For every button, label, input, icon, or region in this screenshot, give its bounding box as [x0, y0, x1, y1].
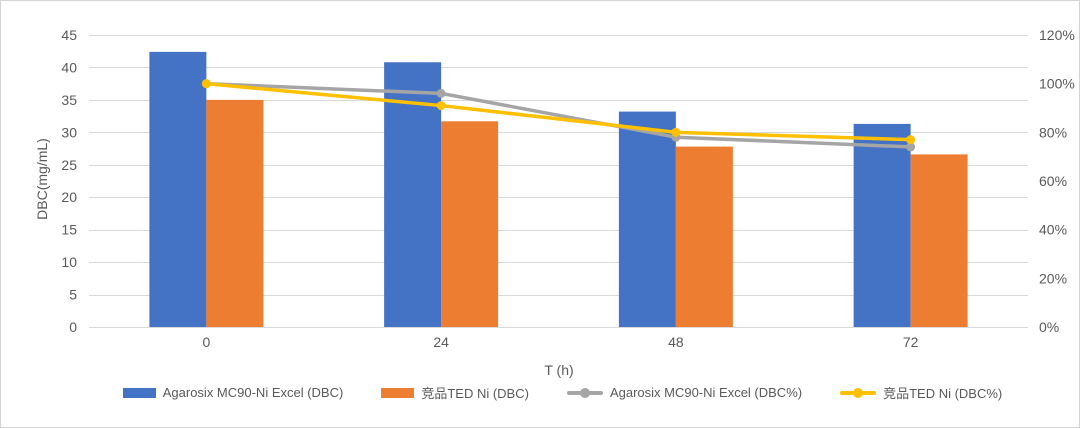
bar-series1-cat2 [675, 146, 733, 327]
y-right-tick-label: 80% [1039, 124, 1067, 140]
line-marker-series1-cat2 [671, 127, 681, 137]
legend-bar-swatch [122, 387, 156, 398]
bar-series0-cat2 [618, 111, 676, 328]
x-axis-tick-label: 0 [202, 334, 210, 350]
legend-bar-swatch [381, 387, 415, 398]
line-marker-series1-cat3 [906, 135, 916, 145]
legend-line-marker-icon [579, 387, 590, 398]
y-left-tick-label: 40 [61, 59, 77, 75]
y-left-tick-label: 30 [61, 124, 77, 140]
bar-series1-cat1 [441, 121, 499, 328]
legend-item-agarosix-dbc-pct: Agarosix MC90-Ni Excel (DBC%) [566, 385, 803, 400]
line-marker-series1-cat1 [436, 101, 446, 111]
y-right-tick-label: 0% [1039, 319, 1059, 335]
y-right-tick-label: 60% [1039, 173, 1067, 189]
x-axis-title: T (h) [544, 362, 574, 378]
x-axis-tick-label: 24 [433, 334, 449, 350]
y-left-tick-label: 15 [61, 222, 77, 238]
line-marker-series1-cat0 [201, 79, 211, 89]
line-series0 [204, 81, 913, 149]
legend-line-swatch [840, 387, 877, 398]
y-left-tick-label: 0 [69, 319, 77, 335]
y-left-tick-label: 5 [69, 287, 77, 303]
line-marker-series0-cat1 [436, 88, 446, 98]
y-axis-title: DBC(mg/mL) [34, 138, 50, 220]
bar-series1-cat3 [910, 154, 968, 327]
legend-label: Agarosix MC90-Ni Excel (DBC%) [609, 385, 803, 400]
line-series1 [204, 81, 913, 142]
legend-item-agarosix-dbc: Agarosix MC90-Ni Excel (DBC) [122, 385, 344, 400]
legend-label: 竞品TED Ni (DBC%) [883, 386, 1003, 401]
y-left-tick-label: 10 [61, 254, 77, 270]
y-right-tick-label: 40% [1039, 222, 1067, 238]
bar-series1-cat0 [206, 99, 264, 327]
legend-item-competitor-dbc: 竞品TED Ni (DBC) [381, 383, 529, 402]
y-right-tick-label: 100% [1039, 76, 1075, 92]
bar-series0-cat0 [149, 51, 207, 327]
legend-line-swatch [566, 387, 603, 398]
legend-label: Agarosix MC90-Ni Excel (DBC) [162, 385, 344, 400]
y-left-tick-label: 20 [61, 189, 77, 205]
x-axis-tick-label: 72 [903, 334, 919, 350]
y-left-tick-label: 35 [61, 92, 77, 108]
y-right-tick-label: 120% [1039, 27, 1075, 43]
x-axis-tick-label: 48 [668, 334, 684, 350]
bar-series0-cat3 [853, 123, 911, 327]
y-right-tick-label: 20% [1039, 270, 1067, 286]
y-left-tick-label: 45 [61, 27, 77, 43]
legend-line-marker-icon [853, 387, 864, 398]
line-marker-series0-cat3 [906, 142, 916, 152]
chart-legend: Agarosix MC90-Ni Excel (DBC) 竞品TED Ni (D… [1, 383, 1079, 402]
legend-label: 竞品TED Ni (DBC) [421, 386, 529, 401]
legend-item-competitor-dbc-pct: 竞品TED Ni (DBC%) [840, 383, 1002, 402]
y-left-tick-label: 25 [61, 157, 77, 173]
